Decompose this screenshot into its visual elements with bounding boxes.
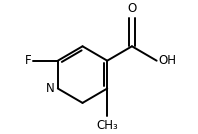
Text: N: N <box>46 82 55 95</box>
Text: CH₃: CH₃ <box>96 119 118 132</box>
Text: O: O <box>127 2 137 15</box>
Text: F: F <box>24 54 31 67</box>
Text: OH: OH <box>159 54 177 67</box>
